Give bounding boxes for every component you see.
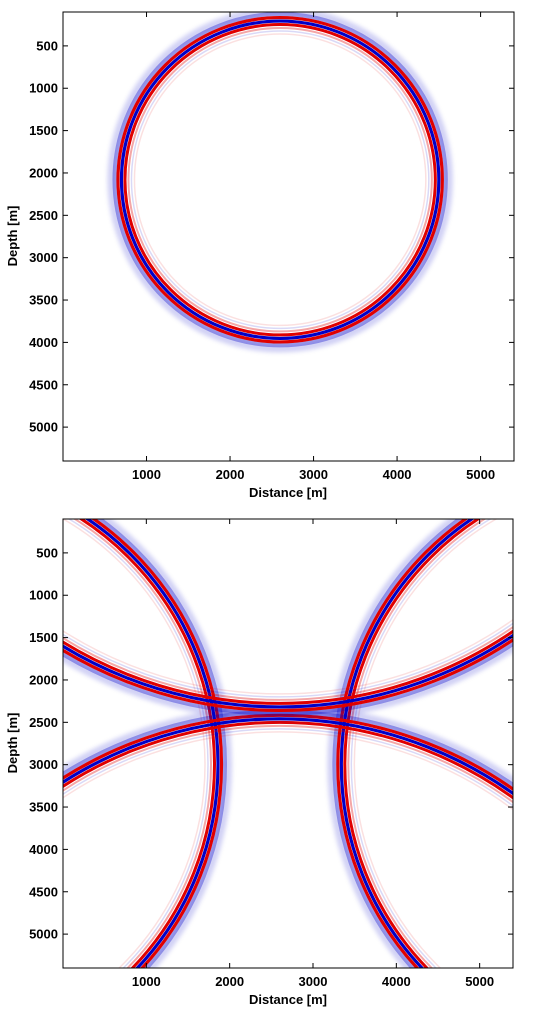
wavefront-band	[63, 633, 513, 709]
wavefront-band	[63, 618, 513, 695]
wavefront-band	[90, 519, 224, 968]
wavefront	[327, 519, 498, 968]
wavefront-band	[63, 629, 513, 705]
y-tick-label: 2500	[29, 715, 58, 730]
x-axis-label-bottom: Distance [m]	[249, 992, 327, 1007]
x-tick-label: 1000	[132, 974, 161, 989]
y-axis-label-top: Depth [m]	[5, 206, 20, 267]
wavefront-band	[63, 519, 206, 968]
y-tick-label: 4000	[29, 842, 58, 857]
y-tick-label: 5000	[29, 927, 58, 942]
y-tick-label: 5000	[29, 420, 58, 435]
wavefield-top	[107, 12, 453, 353]
y-tick-label: 2500	[29, 208, 58, 223]
wavefront-band	[116, 15, 444, 344]
wavefront-band	[119, 19, 441, 341]
wavefront-band	[63, 724, 513, 804]
wavefront-band	[63, 720, 513, 800]
wavefront	[107, 12, 453, 353]
wavefront-band	[353, 519, 498, 968]
seismic-snapshot-top: 500100015002000250030003500400045005000 …	[5, 11, 515, 500]
wavefront	[63, 618, 513, 721]
wavefront-band	[63, 731, 513, 811]
wavefront-band	[63, 625, 513, 701]
y-tick-label: 3500	[29, 293, 58, 308]
wavefront-band	[63, 622, 513, 698]
y-axis-label-bottom: Depth [m]	[5, 713, 20, 774]
wavefront-band	[84, 519, 220, 968]
wavefront-band	[72, 519, 212, 968]
y-ticks-bottom: 500 1000 1500 2000 2500 3000 3500 4000 4500 5000	[29, 545, 513, 942]
y-tick-label: 3500	[29, 800, 58, 815]
y-tick-label: 1500	[29, 123, 58, 138]
wavefront-band	[343, 519, 481, 968]
x-tick-label: 4000	[383, 467, 412, 482]
wavefront	[63, 519, 232, 968]
x-ticks-bottom: 1000 2000 3000 4000 5000	[132, 519, 494, 989]
wavefront-band	[347, 519, 487, 968]
x-tick-label: 4000	[382, 974, 411, 989]
y-tick-label: 1000	[29, 81, 58, 96]
x-tick-label: 1000	[132, 467, 161, 482]
y-tick-label: 2000	[29, 165, 58, 180]
y-tick-label: 1500	[29, 630, 58, 645]
wavefront-band	[63, 642, 513, 721]
wavefront-band	[96, 519, 227, 968]
x-axis-label-top: Distance [m]	[249, 485, 327, 500]
wavefront-band	[112, 12, 448, 348]
x-tick-label: 3000	[299, 467, 328, 482]
y-ticks-top: 500 1000 1500 2000 2500 3000 3500 4000 4500 5000	[29, 38, 514, 435]
wavefront-band	[327, 519, 462, 968]
wavefront-band	[63, 641, 513, 716]
wavefront-band	[98, 519, 232, 968]
wavefront-band	[63, 704, 513, 787]
plot-frame-top	[62, 11, 515, 462]
wavefront-band	[107, 12, 453, 353]
y-tick-label: 500	[36, 545, 58, 560]
wavefront-band	[350, 519, 492, 968]
wavefront-band	[339, 519, 475, 968]
y-tick-label: 4500	[29, 884, 58, 899]
y-tick-label: 500	[36, 38, 58, 53]
wavefront-band	[127, 27, 433, 333]
plot-frame-bottom	[62, 518, 514, 969]
wavefront-band	[332, 519, 464, 968]
x-ticks-top: 1000 2000 3000 4000 5000	[132, 12, 495, 482]
wavefront-band	[67, 519, 209, 968]
wavefront-band	[336, 519, 469, 968]
wavefront-band	[123, 23, 437, 337]
x-tick-label: 2000	[215, 974, 244, 989]
wavefront-band	[133, 33, 427, 327]
y-tick-label: 1000	[29, 588, 58, 603]
wavefront-band	[130, 30, 430, 330]
x-tick-label: 3000	[299, 974, 328, 989]
wavefront-band	[63, 637, 513, 712]
wavefront-band	[78, 519, 216, 968]
y-tick-label: 4000	[29, 335, 58, 350]
x-tick-label: 5000	[466, 467, 495, 482]
y-tick-label: 3000	[29, 757, 58, 772]
y-tick-label: 3000	[29, 250, 58, 265]
wavefront-band	[63, 728, 513, 807]
x-tick-label: 2000	[216, 467, 245, 482]
x-tick-label: 5000	[465, 974, 494, 989]
y-tick-label: 2000	[29, 672, 58, 687]
y-tick-label: 4500	[29, 377, 58, 392]
